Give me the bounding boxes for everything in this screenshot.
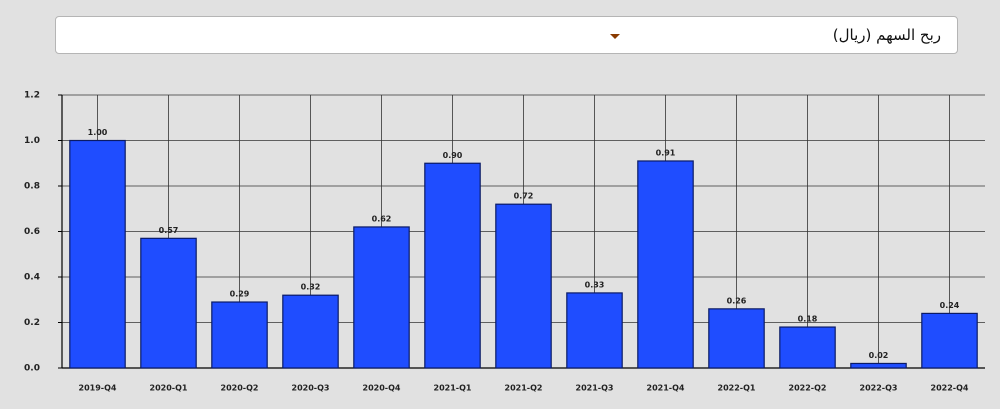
value-label: 0.18: [798, 315, 818, 324]
bar: [708, 308, 765, 369]
x-tick-label: 2021-Q2: [505, 384, 543, 393]
bar: [353, 226, 410, 369]
x-tick-label: 2022-Q2: [789, 384, 827, 393]
value-label: 0.91: [656, 148, 676, 157]
bar: [779, 326, 836, 369]
value-label: 0.24: [940, 301, 960, 310]
bar: [424, 162, 481, 369]
bar: [282, 294, 339, 369]
bar: [921, 312, 978, 369]
y-tick-label: 1.0: [24, 136, 40, 146]
bar: [850, 362, 907, 369]
x-tick-label: 2021-Q4: [647, 384, 685, 393]
dropdown[interactable]: ربح السهم (ريال): [55, 16, 958, 54]
bar: [495, 203, 552, 369]
x-tick-label: 2022-Q4: [931, 384, 969, 393]
value-label: 0.26: [727, 296, 747, 305]
y-tick-label: 1.2: [24, 91, 40, 101]
bar: [69, 139, 126, 369]
x-tick-label: 2020-Q3: [292, 384, 330, 393]
value-label: 1.00: [88, 128, 108, 137]
x-tick-label: 2019-Q4: [79, 384, 117, 393]
y-tick-label: 0.8: [24, 182, 40, 192]
x-tick-label: 2022-Q1: [718, 384, 756, 393]
value-label: 0.32: [301, 283, 321, 292]
bar: [566, 292, 623, 369]
x-tick-label: 2020-Q4: [363, 384, 401, 393]
y-tick-label: 0.6: [24, 227, 40, 237]
x-tick-label: 2022-Q3: [860, 384, 898, 393]
value-label: 0.57: [159, 226, 179, 235]
value-label: 0.62: [372, 214, 392, 223]
bar: [637, 160, 694, 369]
dropdown-label: ربح السهم (ريال): [832, 26, 941, 44]
dropdown-arrow: [610, 34, 620, 39]
y-tick-label: 0.2: [24, 318, 40, 328]
bar: [140, 237, 197, 369]
x-tick-label: 2020-Q2: [221, 384, 259, 393]
bar: [211, 301, 268, 369]
value-label: 0.02: [869, 351, 889, 360]
value-label: 0.90: [443, 151, 463, 160]
value-label: 0.33: [585, 280, 605, 289]
y-tick-label: 0.0: [24, 364, 40, 374]
x-tick-label: 2021-Q1: [434, 384, 472, 393]
value-label: 0.72: [514, 192, 534, 201]
x-tick-label: 2021-Q3: [576, 384, 614, 393]
y-tick-label: 0.4: [24, 273, 40, 283]
value-label: 0.29: [230, 290, 250, 299]
x-tick-label: 2020-Q1: [150, 384, 188, 393]
